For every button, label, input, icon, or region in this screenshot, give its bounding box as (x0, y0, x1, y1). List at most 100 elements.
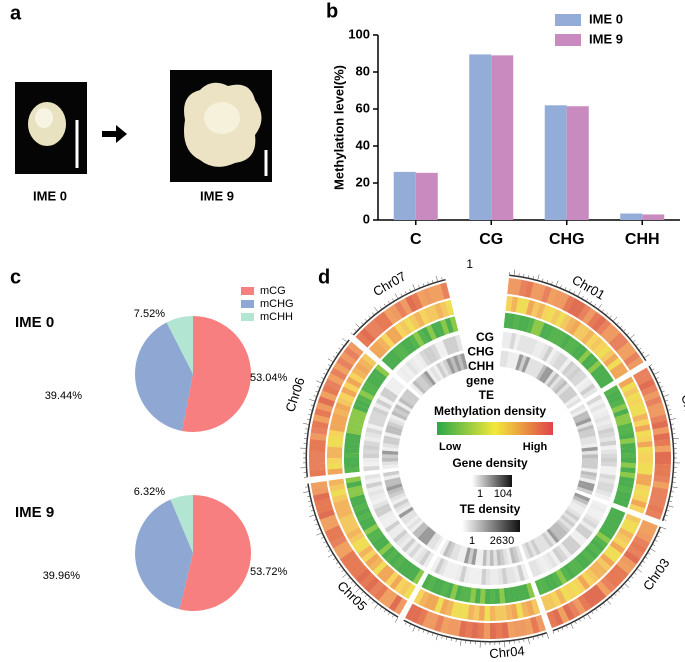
scale-tick (383, 303, 386, 307)
track-band (430, 577, 441, 594)
track-band (635, 530, 653, 544)
track-band (554, 311, 567, 328)
track-band (547, 573, 559, 590)
track-band (612, 536, 629, 550)
track-band (347, 559, 364, 575)
track-band (352, 403, 369, 414)
track-band (637, 446, 653, 453)
bar (491, 55, 514, 220)
track-band (598, 431, 616, 439)
scale-tick (649, 364, 653, 366)
track-band (538, 343, 550, 361)
track-band (510, 603, 519, 620)
track-band (550, 591, 562, 607)
track-band (331, 412, 348, 423)
track-band (361, 519, 377, 531)
track-band (354, 506, 371, 518)
track-band (577, 523, 593, 537)
track-band (401, 363, 416, 379)
track-band (379, 513, 396, 526)
track-band (368, 556, 384, 572)
track-band (614, 412, 631, 423)
track-band (538, 556, 550, 573)
track-band (382, 464, 399, 470)
track-band (439, 539, 450, 556)
photo (15, 82, 87, 174)
track-band (316, 401, 334, 413)
track-band (568, 580, 582, 597)
track-band (452, 619, 462, 637)
scale-tick (323, 541, 326, 544)
track-band (344, 447, 360, 454)
track-band (440, 319, 450, 335)
track-band (375, 398, 393, 410)
pie-slice (170, 495, 193, 553)
track-band (589, 402, 607, 413)
scale-tick (579, 619, 581, 622)
track-band (385, 480, 402, 488)
track-band (505, 295, 513, 312)
track-band (376, 564, 391, 580)
track-band (358, 544, 374, 559)
track-band (489, 549, 494, 566)
track-band (372, 499, 389, 510)
track-band (388, 552, 403, 567)
track-band (446, 562, 456, 579)
legend-swatch (241, 313, 254, 321)
track-band (648, 408, 666, 419)
track-band (467, 567, 475, 584)
track-band (654, 458, 671, 465)
track-band (547, 326, 559, 343)
track-band (567, 600, 581, 618)
track-band (422, 287, 434, 306)
track-band (442, 540, 453, 557)
track-band (400, 509, 416, 522)
track-band (329, 423, 346, 433)
track-band (429, 534, 442, 550)
track-band (632, 367, 650, 381)
track-band (559, 314, 572, 330)
track-band (630, 498, 647, 509)
track-band (633, 418, 650, 428)
track-band (593, 534, 609, 548)
track-band (616, 559, 633, 575)
track-band (309, 469, 326, 477)
track-band (359, 327, 376, 344)
track-band (567, 366, 582, 381)
track-band (365, 427, 383, 435)
track-band (503, 587, 511, 604)
track-band (403, 583, 416, 600)
track-band (518, 279, 528, 297)
track-band (388, 304, 403, 322)
track-band (428, 304, 440, 321)
track-band (599, 348, 615, 363)
scale-tick (361, 591, 364, 594)
track-band (554, 588, 567, 605)
scale-tick (327, 554, 333, 558)
track-band (652, 426, 670, 436)
scale-tick (577, 290, 581, 296)
track-band (358, 515, 375, 527)
track-band (408, 357, 422, 373)
scale-tick (392, 615, 394, 618)
scale-tick (309, 505, 312, 507)
track-band (450, 601, 460, 618)
track-band (654, 451, 671, 459)
track-band (484, 605, 490, 621)
track-band (530, 360, 541, 377)
track-band (385, 571, 399, 587)
track-band (578, 428, 595, 436)
scale-tick (374, 307, 378, 312)
track-band (497, 568, 504, 585)
scale-tick (665, 514, 668, 517)
track-band (339, 351, 357, 366)
track-band (327, 457, 343, 464)
track-band (343, 554, 360, 570)
track-band (485, 568, 490, 585)
scale-tick (633, 340, 636, 343)
x-tick-label: CHG (549, 231, 585, 248)
track-band (551, 608, 564, 626)
scale-tick (628, 580, 631, 583)
track-band (398, 580, 412, 597)
track-band (349, 412, 366, 422)
